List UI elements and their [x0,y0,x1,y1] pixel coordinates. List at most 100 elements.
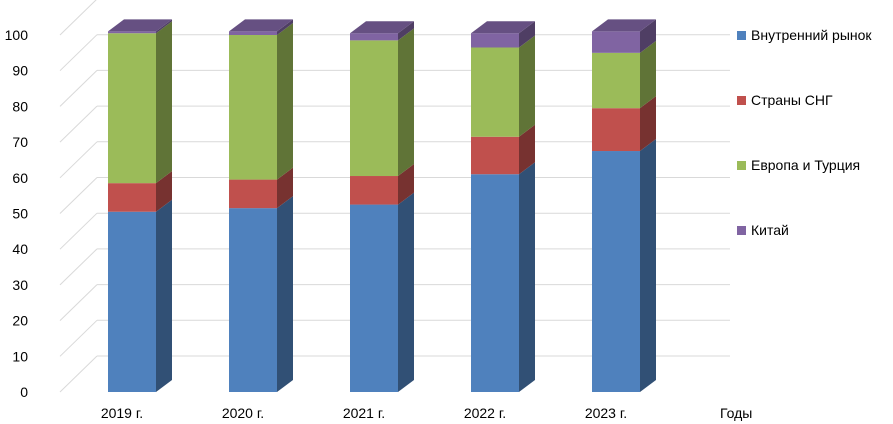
bar-front [471,136,519,175]
bar-side [519,162,535,392]
bar-front [471,174,519,392]
bar-front [108,183,156,212]
bar-segment [350,164,414,205]
bar-segment [350,192,414,392]
legend-label: Страны СНГ [751,92,833,108]
legend-swatch [737,96,746,105]
bar-segment [471,35,535,137]
bar-segment [471,21,535,48]
bar-top [592,19,656,32]
bar-top [471,21,535,34]
y-tick-label: 50 [12,206,28,222]
legend-item: Страны СНГ [737,92,833,108]
bar-front [592,108,640,152]
grid-diagonal [59,0,97,36]
bars [108,19,656,392]
bar-side [156,21,172,184]
bar-segment [350,21,414,41]
bar-side [640,19,656,53]
bar-segment [471,162,535,392]
bar-segment [229,23,293,180]
x-tick-label: 2023 г. [585,405,627,421]
bar-segment [108,19,172,34]
y-tick-label: 40 [12,241,28,257]
bar-side [519,21,535,48]
bar-front [471,47,519,137]
bar-front [108,33,156,184]
y-tick-label: 90 [12,63,28,79]
y-tick-label: 20 [12,313,28,329]
bar-segment [350,28,414,177]
bar-front [471,33,519,48]
bar-front [229,35,277,180]
bar-side [640,96,656,152]
bar-front [350,204,398,392]
y-tick-labels: 0 10 20 30 40 50 60 70 80 90 100 [5,27,29,400]
y-tick-label: 10 [12,348,28,364]
bar-side [156,19,172,34]
legend: Внутренний рынок Страны СНГ Европа и Турци… [737,27,872,238]
y-tick-label: 100 [5,27,29,43]
bar-segment [592,139,656,392]
bar-front [350,40,398,177]
bar-side [398,192,414,392]
y-tick-label: 60 [12,170,28,186]
bar-side [398,21,414,41]
grid-diagonal [59,284,98,321]
bar-side [156,171,172,212]
x-tick-label: 2022 г. [464,405,506,421]
y-tick-label: 80 [12,98,28,114]
bar-side [640,139,656,392]
bar-top [229,19,293,32]
bar-side [277,19,293,35]
bar-top [108,19,172,32]
legend-item: Европа и Турция [737,157,860,173]
bar-side [277,196,293,392]
grid-diagonal [59,105,98,143]
bar-segment [108,171,172,212]
grid-diagonal [59,177,98,214]
bar-front [108,31,156,34]
grid-diagonal [59,248,98,286]
bar-front [350,33,398,41]
bar-front [592,52,640,109]
bar-side [398,164,414,205]
bar-front [592,31,640,53]
bar-side [640,40,656,109]
bar-segment [229,196,293,392]
bar-side [277,167,293,209]
x-tick-label: 2021 г. [343,405,385,421]
bar-front [592,151,640,392]
grid-diagonal [59,355,98,393]
bar-segment [108,21,172,184]
bar-segment [471,124,535,175]
bar-front [229,31,277,35]
grid-diagonal [59,34,98,72]
bar-front [229,208,277,392]
bar-front [229,179,277,209]
x-tick-label: 2020 г. [222,405,264,421]
bar-side [398,28,414,177]
grid-diagonal [59,141,98,179]
x-tick-label: 2019 г. [101,405,143,421]
bar-side [277,23,293,180]
bar-side [519,35,535,137]
y-tick-label: 70 [12,134,28,150]
bar-segment [229,19,293,35]
x-axis-label: Годы [720,405,752,421]
bar-front [350,176,398,205]
grid-diagonal [59,319,98,357]
legend-label: Европа и Турция [751,157,860,173]
y-tick-label: 30 [12,277,28,293]
y-tick-label: 0 [20,384,28,400]
bar-segment [592,96,656,152]
bar-segment [592,40,656,109]
bar-side [519,124,535,175]
bar-segment [108,199,172,392]
bar-segment [229,167,293,209]
bar-top [350,21,414,34]
grid-diagonal [59,70,98,107]
legend-label: Внутренний рынок [751,27,872,43]
bar-side [156,199,172,392]
